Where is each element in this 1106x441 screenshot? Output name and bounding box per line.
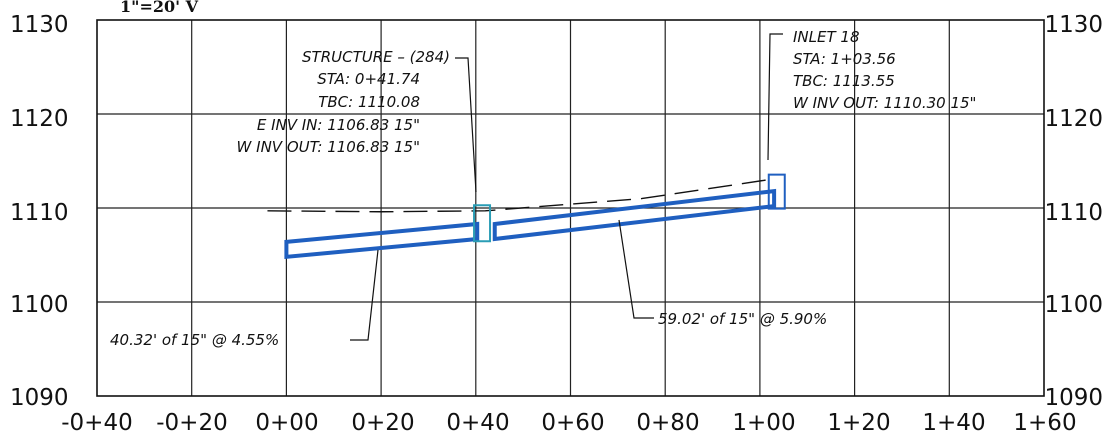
structure-284-line: STRUCTURE – (284) — [302, 48, 450, 66]
inlet-18-line: STA: 1+03.56 — [793, 50, 896, 68]
x-tick-label: -0+20 — [156, 410, 227, 436]
structure-284-line: STA: 0+41.74 — [317, 70, 420, 88]
y-tick-label-left: 1130 — [10, 12, 69, 38]
y-tick-label-left: 1110 — [10, 200, 69, 226]
inlet-18-note: INLET 18 STA: 1+03.56 TBC: 1113.55 W INV… — [793, 28, 976, 112]
x-tick-label: 1+60 — [1013, 410, 1076, 436]
x-tick-label: 0+80 — [636, 410, 699, 436]
existing-ground-line — [267, 178, 775, 213]
inlet-18-leader — [767, 33, 783, 161]
structure-284-line: W INV OUT: 1106.83 15" — [237, 138, 420, 156]
y-tick-label-right: 1130 — [1044, 12, 1103, 38]
pipe-2-label: 59.02' of 15" @ 5.90% — [658, 310, 827, 328]
x-tick-label: 0+40 — [446, 410, 509, 436]
structure-284-leader — [455, 57, 477, 193]
structure-box — [473, 204, 492, 243]
x-tick-label: 0+60 — [541, 410, 604, 436]
y-tick-label-right: 1090 — [1044, 385, 1103, 411]
pipe-segment — [492, 188, 777, 242]
y-tick-label-left: 1120 — [10, 106, 69, 132]
x-tick-label: 1+00 — [732, 410, 795, 436]
y-tick-label-right: 1100 — [1044, 292, 1103, 318]
structure-284-line: E INV IN: 1106.83 15" — [257, 116, 420, 134]
x-tick-label: 1+20 — [827, 410, 890, 436]
x-tick-label: 0+20 — [351, 410, 414, 436]
inlet-18-line: W INV OUT: 1110.30 15" — [793, 94, 976, 112]
inlet-18-line: TBC: 1113.55 — [793, 72, 895, 90]
x-tick-label: 1+40 — [922, 410, 985, 436]
y-tick-label-right: 1120 — [1044, 106, 1103, 132]
structure-284-line: TBC: 1110.08 — [318, 93, 420, 111]
pipe-2-leader — [618, 219, 654, 319]
pipe-1-leader — [350, 249, 379, 341]
y-tick-label-left: 1100 — [10, 292, 69, 318]
y-tick-label-right: 1110 — [1044, 200, 1103, 226]
structure-284-note: STRUCTURE – (284) STA: 0+41.74 TBC: 1110… — [237, 48, 450, 156]
plot-frame — [96, 19, 1045, 397]
axis-ticks: -0+40 -0+20 0+00 0+20 0+40 0+60 0+80 1+0… — [10, 12, 1103, 436]
y-tick-label-left: 1090 — [10, 385, 69, 411]
pipe-segment — [284, 221, 480, 260]
inlet-18-line: INLET 18 — [793, 28, 860, 46]
profile-marks — [267, 173, 786, 260]
pipe-1-label: 40.32' of 15" @ 4.55% — [110, 331, 279, 349]
x-tick-label: -0+40 — [61, 410, 132, 436]
grid — [97, 20, 1044, 396]
scale-label: 1"=20' V — [120, 0, 199, 16]
structure-box — [767, 173, 786, 210]
x-tick-label: 0+00 — [255, 410, 318, 436]
